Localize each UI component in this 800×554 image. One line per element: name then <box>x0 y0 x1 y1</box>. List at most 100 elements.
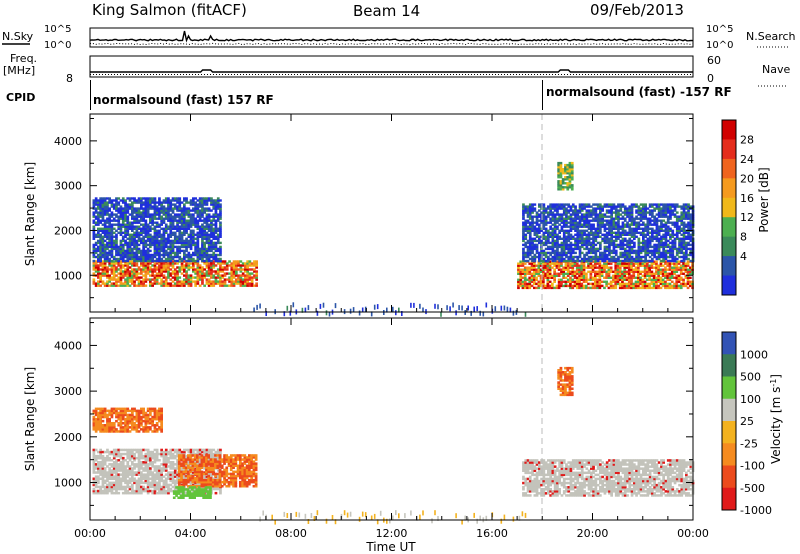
echo-cell <box>523 274 527 277</box>
echo-cell <box>542 223 546 226</box>
echo-cell <box>160 278 163 281</box>
echo-cell <box>547 241 550 245</box>
echo-cell <box>648 209 652 212</box>
echo-cell <box>546 262 550 265</box>
echo-cell <box>124 227 127 230</box>
echo-cell <box>158 282 161 285</box>
echo-cell <box>196 225 200 228</box>
echo-cell <box>522 217 525 220</box>
echo-cell <box>583 247 586 251</box>
echo-cell <box>237 260 240 263</box>
echo-cell <box>686 262 690 265</box>
colorbar-swatch <box>722 120 736 140</box>
echo-cell <box>207 253 211 257</box>
echo-cell <box>662 205 665 208</box>
noise-cell <box>256 304 258 310</box>
echo-cell <box>561 182 565 185</box>
echo-cell <box>571 227 575 230</box>
echo-cell <box>219 217 222 220</box>
echo-cell <box>144 207 148 210</box>
echo-cell <box>582 272 586 275</box>
echo-cell <box>580 229 584 232</box>
echo-cell <box>637 259 641 263</box>
echo-cell <box>137 266 141 269</box>
echo-cell <box>162 207 166 210</box>
echo-cell <box>232 284 236 287</box>
echo-cell <box>623 237 627 240</box>
echo-cell <box>135 264 139 267</box>
echo-cell <box>567 231 571 234</box>
echo-cell <box>173 239 177 243</box>
echo-cell <box>623 243 627 247</box>
echo-cell <box>183 209 186 212</box>
echo-cell <box>137 255 141 259</box>
echo-cell <box>601 215 604 218</box>
echo-cell <box>126 253 130 257</box>
echo-cell <box>522 223 525 226</box>
echo-cell <box>99 264 102 267</box>
echo-cell <box>219 253 222 257</box>
echo-cell <box>689 207 693 210</box>
echo-cell <box>669 217 672 220</box>
echo-cell <box>618 264 622 267</box>
echo-cell <box>675 233 679 236</box>
echo-cell <box>212 262 216 265</box>
echo-cell <box>641 282 645 286</box>
echo-cell <box>641 286 645 290</box>
echo-cell <box>556 249 559 253</box>
echo-cell <box>598 278 602 281</box>
echo-cell <box>167 272 170 275</box>
echo-cell <box>201 253 204 257</box>
echo-cell <box>524 221 528 224</box>
echo-cell <box>133 259 136 263</box>
echo-cell <box>556 243 559 247</box>
echo-cell <box>687 237 690 240</box>
echo-cell <box>610 249 613 253</box>
echo-cell <box>557 264 561 267</box>
echo-cell <box>630 219 634 222</box>
echo-cell <box>178 231 182 234</box>
echo-cell <box>678 241 681 245</box>
noise-cell <box>506 306 509 312</box>
echo-cell <box>528 205 532 208</box>
echo-cell <box>660 243 663 247</box>
echo-cell <box>155 253 159 257</box>
noise-cell <box>328 311 331 317</box>
echo-cell <box>526 272 529 275</box>
echo-cell <box>210 199 213 202</box>
noise-cell <box>458 305 460 311</box>
echo-cell <box>176 223 179 226</box>
echo-cell <box>237 268 240 271</box>
echo-cell <box>578 237 582 240</box>
echo-cell <box>128 225 132 228</box>
echo-cell <box>569 213 573 216</box>
echo-cell <box>558 259 561 263</box>
echo-cell <box>535 213 539 216</box>
echo-cell <box>131 241 134 245</box>
echo-cell <box>146 211 150 214</box>
echo-cell <box>151 259 154 263</box>
echo-cell <box>569 221 573 224</box>
echo-cell <box>205 231 209 234</box>
echo-cell <box>542 213 546 216</box>
echo-cell <box>662 257 665 261</box>
echo-cell <box>178 239 182 243</box>
echo-cell <box>562 233 566 236</box>
echo-cell <box>555 286 559 290</box>
echo-cell <box>655 235 659 238</box>
echo-cell <box>553 280 556 283</box>
echo-cell <box>517 286 520 290</box>
echo-cell <box>146 278 150 281</box>
echo-cell <box>194 282 197 285</box>
echo-cell <box>635 235 638 238</box>
echo-cell <box>158 255 161 259</box>
echo-cell <box>101 253 105 257</box>
echo-cell <box>162 219 166 222</box>
echo-cell <box>153 241 157 245</box>
echo-cell <box>124 249 127 253</box>
echo-cell <box>628 255 632 259</box>
echo-cell <box>592 219 595 222</box>
echo-cell <box>628 237 632 240</box>
echo-cell <box>657 239 661 243</box>
echo-cell <box>569 243 573 247</box>
